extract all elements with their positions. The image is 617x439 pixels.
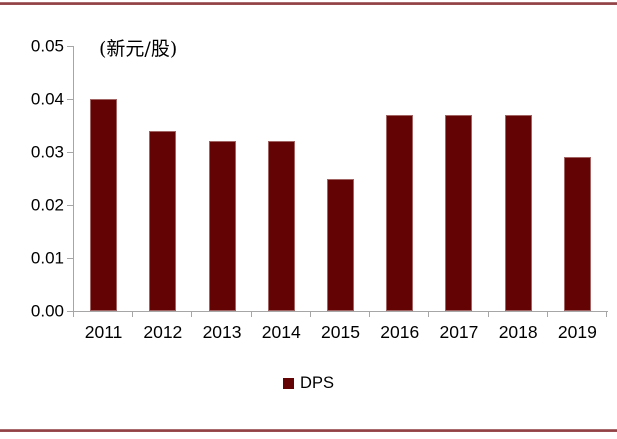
x-tick-label-2012: 2012 (143, 322, 183, 342)
x-tick-label-2016: 2016 (380, 322, 420, 342)
y-tick-label: 0.04 (30, 89, 64, 109)
x-axis-tick (428, 312, 430, 317)
x-tick-label-2019: 2019 (557, 322, 597, 342)
bar-2011 (90, 99, 118, 311)
x-axis-tick (132, 312, 134, 317)
x-axis-tick (369, 312, 371, 317)
x-axis-tick (487, 312, 489, 317)
legend-marker-dps (283, 377, 295, 389)
y-tick-label: 0.05 (30, 36, 64, 56)
bar-2019 (563, 157, 591, 311)
x-tick-label-2015: 2015 (321, 322, 360, 342)
x-axis-tick (191, 312, 193, 317)
x-axis-tick (309, 312, 311, 317)
y-axis-tick (67, 311, 73, 312)
bottom-rule (0, 429, 617, 432)
y-axis-tick (67, 152, 73, 153)
top-rule (0, 2, 617, 5)
y-tick-label: 0.01 (30, 248, 64, 268)
x-tick-label-2017: 2017 (439, 322, 479, 342)
y-tick-label: 0.00 (30, 301, 64, 321)
x-axis-tick (73, 312, 74, 317)
x-axis-tick (250, 312, 252, 317)
bar-2013 (208, 141, 236, 311)
bar-2017 (445, 114, 473, 311)
bar-2015 (327, 178, 354, 311)
bar-2018 (504, 114, 532, 311)
x-tick-label-2013: 2013 (202, 322, 242, 342)
legend: DPS (0, 374, 617, 392)
y-axis-tick (67, 258, 73, 259)
x-tick-label-2011: 2011 (84, 322, 123, 342)
legend-label-dps: DPS (300, 374, 334, 392)
x-tick-label-2014: 2014 (261, 322, 301, 342)
x-axis-tick (606, 312, 607, 317)
x-axis-tick (546, 312, 548, 317)
y-tick-label: 0.02 (30, 195, 64, 215)
x-axis-line (73, 311, 608, 312)
y-axis-tick (67, 99, 73, 100)
bar-2012 (149, 130, 177, 311)
bar-2016 (386, 114, 414, 311)
y-tick-label: 0.03 (30, 142, 64, 162)
axis-unit-label: (新元/股) (99, 38, 178, 60)
y-axis-tick (67, 46, 73, 47)
y-axis-tick (67, 205, 73, 206)
bar-2014 (267, 141, 295, 311)
y-axis-line (73, 46, 74, 311)
x-tick-label-2018: 2018 (498, 322, 538, 342)
